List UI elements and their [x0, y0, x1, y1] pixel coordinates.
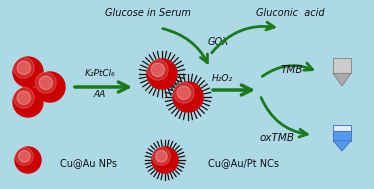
Polygon shape	[333, 141, 351, 151]
Circle shape	[13, 87, 34, 108]
Circle shape	[35, 72, 56, 93]
Circle shape	[152, 147, 178, 173]
Text: Glucose in Serum: Glucose in Serum	[105, 8, 191, 18]
Circle shape	[17, 61, 31, 74]
Circle shape	[35, 72, 65, 102]
Text: oxTMB: oxTMB	[260, 133, 295, 143]
FancyBboxPatch shape	[333, 131, 351, 141]
Circle shape	[173, 82, 194, 103]
Circle shape	[15, 147, 33, 165]
Text: K₂PtCl₆: K₂PtCl₆	[85, 69, 115, 78]
Text: H₂O₂: H₂O₂	[211, 74, 233, 83]
Text: TMB: TMB	[280, 65, 303, 75]
Circle shape	[13, 87, 43, 117]
Circle shape	[17, 91, 31, 105]
Circle shape	[152, 147, 171, 165]
Circle shape	[177, 86, 190, 100]
Polygon shape	[333, 73, 351, 86]
Circle shape	[147, 59, 177, 89]
Circle shape	[156, 150, 167, 162]
Text: Gluconic  acid: Gluconic acid	[256, 8, 324, 18]
Circle shape	[15, 147, 41, 173]
Circle shape	[18, 150, 30, 162]
Circle shape	[173, 82, 203, 112]
Circle shape	[13, 57, 34, 78]
Text: Cu@Au/Pt NCs: Cu@Au/Pt NCs	[208, 158, 279, 168]
Text: AA: AA	[94, 90, 106, 99]
Circle shape	[147, 59, 168, 80]
Circle shape	[151, 63, 165, 77]
Circle shape	[39, 76, 53, 90]
Circle shape	[13, 57, 43, 87]
Text: Cu@Au NPs: Cu@Au NPs	[60, 158, 117, 168]
Text: GOX: GOX	[207, 37, 229, 47]
FancyBboxPatch shape	[333, 58, 351, 73]
FancyBboxPatch shape	[333, 125, 351, 131]
